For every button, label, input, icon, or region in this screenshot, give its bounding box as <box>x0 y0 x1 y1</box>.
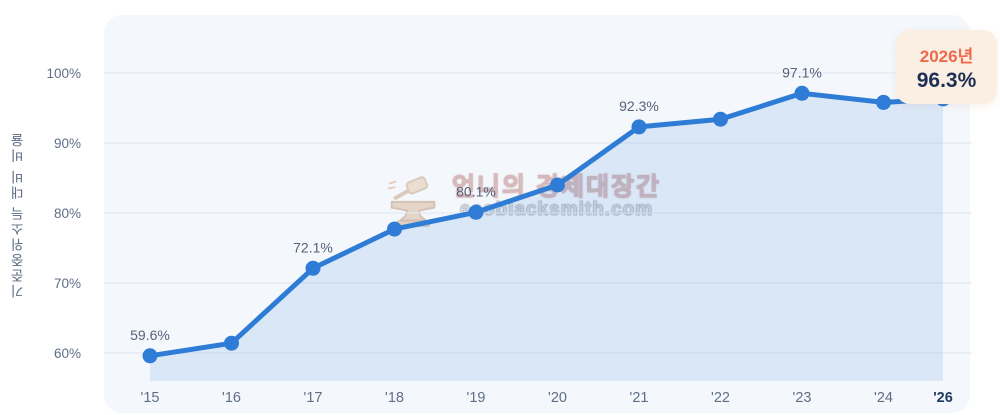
area-fill <box>150 93 943 382</box>
x-tick-label: '23 <box>793 390 812 406</box>
x-tick-label: '21 <box>630 390 649 406</box>
data-point <box>142 348 158 364</box>
y-tick-label: 90% <box>54 136 81 151</box>
data-point <box>305 260 321 276</box>
data-point <box>550 177 565 193</box>
x-tick-label: '20 <box>548 390 567 406</box>
y-tick-label: 70% <box>54 276 81 291</box>
x-tick-label: '19 <box>467 390 486 406</box>
x-tick-label: '15 <box>141 390 160 406</box>
x-tick-label: '22 <box>711 390 730 406</box>
x-tick-label: '26 <box>933 390 953 406</box>
data-point <box>876 94 891 110</box>
data-point <box>631 119 647 135</box>
y-tick-label: 60% <box>54 346 81 361</box>
data-point-label: 80.1% <box>456 183 496 199</box>
y-tick-label: 100% <box>46 66 81 81</box>
data-point <box>224 335 239 351</box>
projection-callout: 2026년 96.3% <box>896 30 997 104</box>
data-point-label: 72.1% <box>293 239 333 255</box>
plot-area-background <box>104 15 970 413</box>
x-tick-label: '16 <box>222 390 241 406</box>
data-point <box>713 111 728 127</box>
data-point-label: 92.3% <box>619 98 659 114</box>
callout-year: 2026년 <box>919 46 974 66</box>
x-tick-label: '18 <box>385 390 404 406</box>
callout-value: 96.3% <box>916 68 977 92</box>
data-point-label: 59.6% <box>130 327 170 343</box>
data-point <box>468 204 484 220</box>
data-point <box>794 85 810 101</box>
x-tick-label: '24 <box>874 390 893 406</box>
x-tick-label: '17 <box>304 390 323 406</box>
data-point-label: 97.1% <box>782 64 822 80</box>
y-tick-label: 80% <box>54 206 81 221</box>
data-point <box>387 221 402 237</box>
